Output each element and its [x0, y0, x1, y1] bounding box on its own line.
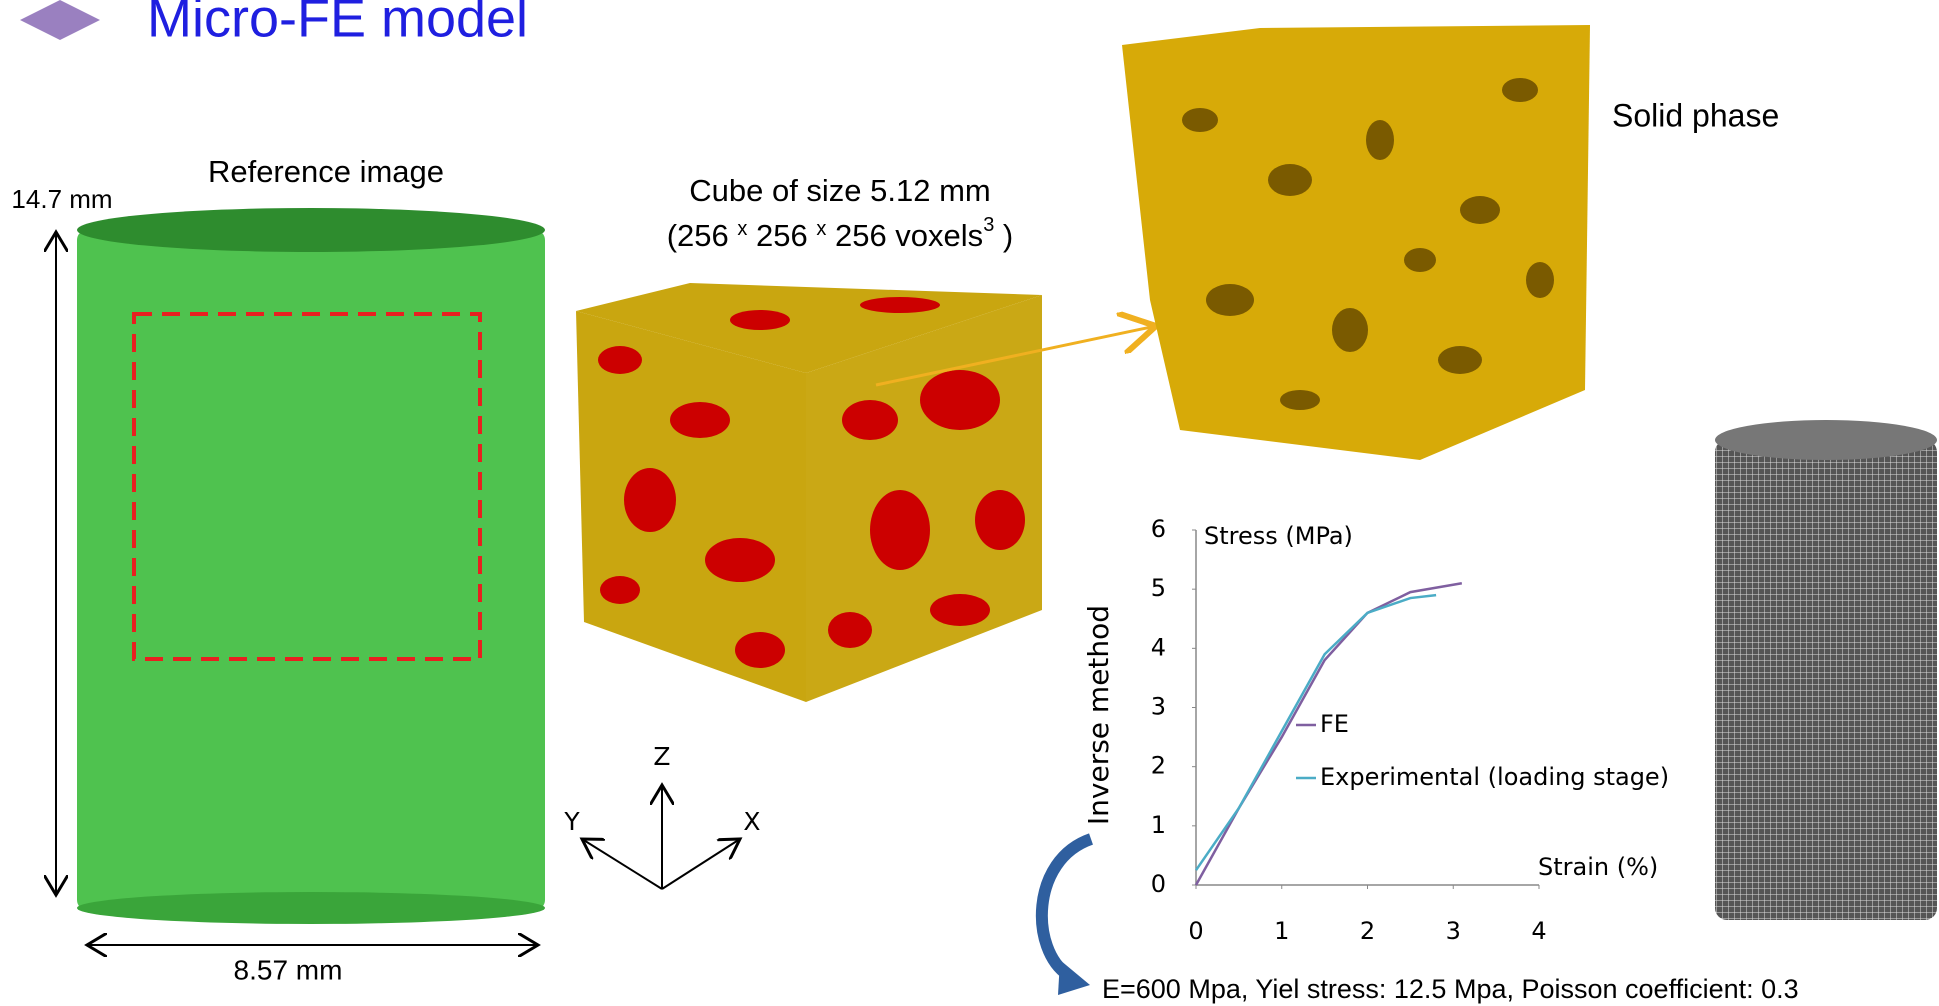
reference-image — [77, 208, 545, 924]
text-part: 256 — [747, 218, 816, 253]
cube-title: Cube of size 5.12 mm — [689, 173, 991, 208]
x-axis-label: Strain (%) — [1538, 853, 1658, 881]
parameters: E=600 Mpa, Yiel stress: 12.5 Mpa, Poisso… — [1102, 974, 1799, 1004]
stress-strain-chart: 0 1 2 3 4 5 6 0 1 2 3 4 Stress (MPa) Strain (%) FE Expe… — [1151, 515, 1669, 945]
text-part: x — [816, 218, 826, 240]
reference-label: Reference image — [208, 154, 444, 189]
height-label: 14.7 mm — [11, 184, 112, 214]
legend-label: FE — [1320, 710, 1349, 738]
y-tick-label: 2 — [1151, 752, 1166, 780]
axis-x: X — [743, 807, 760, 836]
cube-image — [576, 283, 1042, 702]
y-tick-label: 6 — [1151, 515, 1166, 543]
bullet — [20, 0, 100, 40]
y-axis-label: Stress (MPa) — [1204, 522, 1353, 550]
width-label: 8.57 mm — [234, 954, 343, 985]
slide: Micro-FE model Reference image 14.7 mm 8… — [0, 0, 1939, 1006]
cube-size: (256 x 256 x 256 voxels3 ) — [667, 214, 1014, 253]
x-tick-label: 0 — [1188, 917, 1203, 945]
text-part: 3 — [983, 214, 994, 236]
inverse-method-label: Inverse method — [1082, 605, 1115, 825]
slide-title: Micro-FE model — [147, 0, 528, 48]
x-tick-label: 4 — [1531, 917, 1546, 945]
axes-icon — [582, 785, 740, 889]
curved-arrow-head — [1058, 960, 1090, 995]
text-part: x — [737, 218, 747, 240]
y-tick-label: 0 — [1151, 870, 1166, 898]
y-tick-label: 4 — [1151, 633, 1166, 661]
solid-phase-label: Solid phase — [1612, 97, 1779, 133]
x-tick-label: 2 — [1360, 917, 1375, 945]
text-part: 256 voxels — [826, 218, 983, 253]
axis-y: Y — [563, 807, 580, 836]
solid-phase-image — [1122, 25, 1590, 460]
curved-arrow — [1042, 839, 1091, 975]
mesh-image — [1715, 420, 1937, 920]
x-tick-label: 3 — [1446, 917, 1461, 945]
y-tick-label: 5 — [1151, 574, 1166, 602]
y-tick-label: 1 — [1151, 811, 1166, 839]
series-line — [1196, 595, 1436, 870]
text-part: ) — [994, 218, 1013, 253]
axis-z: Z — [653, 742, 670, 771]
text-part: (256 — [667, 218, 738, 253]
y-tick-label: 3 — [1151, 693, 1166, 721]
x-tick-label: 1 — [1274, 917, 1289, 945]
legend-label: Experimental (loading stage) — [1320, 763, 1669, 791]
